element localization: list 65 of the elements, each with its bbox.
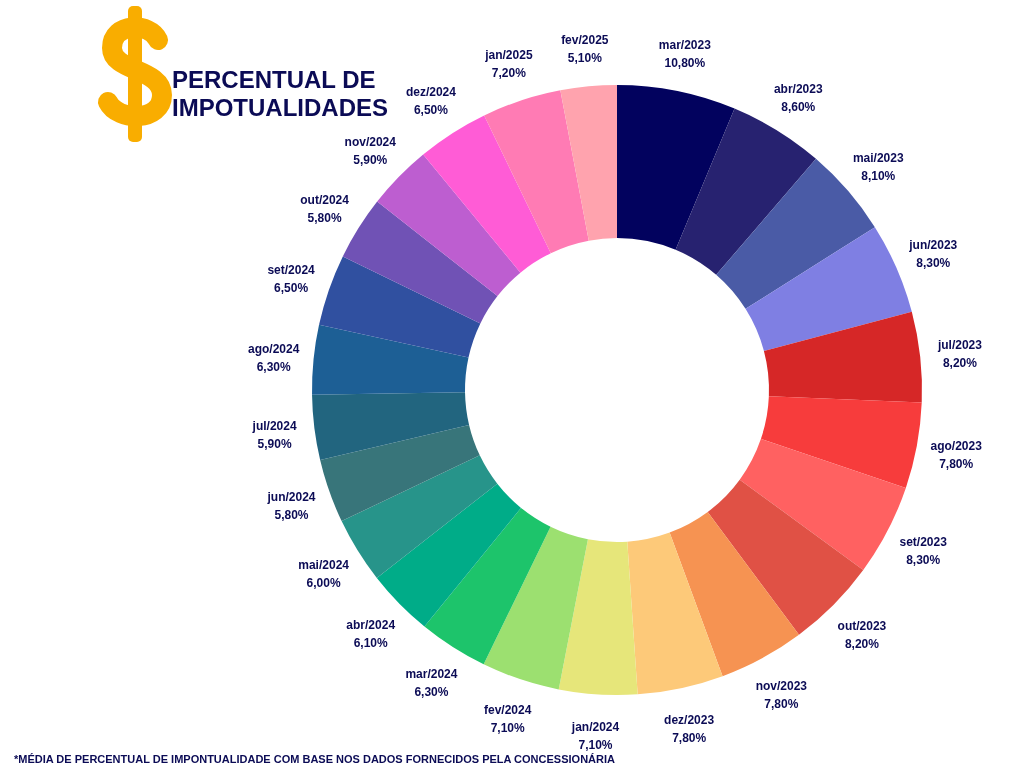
donut-slice [320,424,480,522]
slice-label: jul/2024 [251,418,297,433]
donut-slice [312,392,470,461]
data-label: 6,30% [256,359,292,374]
data-label: 6,30% [414,684,449,699]
slice-label: jul/2023 [936,338,983,353]
donut-slice [617,85,735,250]
slice-label: nov/2023 [755,679,808,694]
data-label: 7,10% [578,738,613,753]
data-label: 5,80% [307,210,342,225]
data-label: 8,30% [916,256,951,271]
donut-slice [669,511,799,677]
donut-slice [424,507,551,665]
slice-label: nov/2024 [344,134,397,149]
data-label: 8,10% [861,168,896,183]
slice-label: out/2024 [300,192,350,207]
data-label: 5,90% [257,436,292,451]
donut-slice [558,539,638,695]
slice-label: jan/2025 [484,48,533,63]
data-label: 8,20% [942,356,978,371]
donut-slice [319,256,481,358]
data-label: 7,80% [764,697,799,712]
slice-label: mar/2024 [405,666,458,681]
slice-label: abr/2024 [346,617,396,632]
slice-label: dez/2023 [664,713,715,728]
data-label: 5,80% [274,508,309,523]
slice-label: abr/2023 [773,82,823,97]
donut-slice [627,532,723,695]
slice-label: jun/2024 [266,490,316,505]
slice-label: fev/2024 [484,703,532,718]
data-label: 7,80% [672,731,707,746]
slice-label: mar/2023 [658,37,712,52]
slice-label: set/2024 [267,262,316,277]
slice-label: mai/2024 [298,557,350,572]
slice-label: ago/2023 [930,439,983,454]
data-label: 8,60% [781,100,816,115]
data-label: 7,80% [939,457,974,472]
donut-slice [763,311,922,403]
slice-label: mai/2023 [852,150,904,165]
slice-label: set/2023 [899,535,948,550]
data-label: 7,20% [491,66,527,81]
donut-slice [560,85,617,241]
data-label: 6,00% [306,575,341,590]
slice-label: jan/2024 [570,720,620,735]
data-label: 8,20% [844,636,880,651]
data-label: 6,50% [274,280,309,295]
slice-label: out/2023 [837,618,887,633]
slice-label: ago/2024 [248,341,300,356]
data-label: 6,10% [353,635,389,650]
data-label: 6,50% [413,103,449,118]
slice-label: fev/2025 [561,32,609,47]
data-label: 5,90% [353,152,388,167]
slice-label: dez/2024 [405,85,457,100]
donut-slice [483,526,588,690]
slice-label: jun/2023 [908,238,958,253]
data-label: 5,10% [567,50,603,65]
donut-slice [312,324,469,395]
donut-slice [760,396,922,488]
text: *MÉDIA DE PERCENTUAL DE IMPONTUALIDADE COM BASE NOS DADOS FORNECIDOS PELA CONCESSIONÁRIA [14,753,616,765]
donut-slice [423,115,551,273]
text: PERCENTUAL DE IMPOTUALIDADES [172,66,388,121]
data-label: 7,10% [490,721,526,736]
donut-slice [484,90,589,254]
data-label: 8,30% [906,553,941,568]
data-label: 10,80% [664,55,706,70]
